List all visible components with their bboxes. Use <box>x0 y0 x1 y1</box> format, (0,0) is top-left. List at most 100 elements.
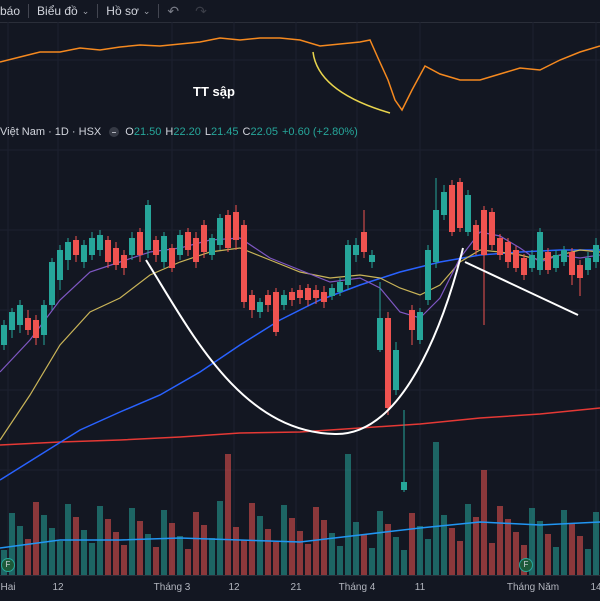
change-value: +0.60 (+2.80%) <box>282 126 358 138</box>
volume-bar <box>489 543 495 575</box>
time-axis-label: 11 <box>414 582 426 593</box>
volume-bar <box>233 527 239 575</box>
event-badge[interactable]: F <box>1 558 15 572</box>
candle-body <box>417 312 423 340</box>
volume-bar <box>321 520 327 575</box>
candle-body <box>577 265 583 278</box>
volume-bar <box>425 539 431 575</box>
volume-bar <box>473 517 479 575</box>
volume-bar <box>457 541 463 575</box>
volume-bar <box>265 529 271 575</box>
volume-bar <box>33 502 39 575</box>
time-axis[interactable]: Hai 12 Tháng 3 12 21 Tháng 4 11 Tháng Nă… <box>0 575 600 601</box>
volume-bar <box>185 549 191 575</box>
redo-icon[interactable]: ↷ <box>195 2 207 19</box>
ma-red <box>0 407 600 446</box>
volume-bar <box>137 521 143 575</box>
candle-body <box>209 238 215 255</box>
candle-body <box>489 212 495 245</box>
chart-menu-button[interactable]: Biểu đồ ⌄ <box>29 0 97 22</box>
candle-body <box>329 288 335 296</box>
profile-menu-button[interactable]: Hồ sơ ⌄ <box>98 0 158 22</box>
volume-bar <box>273 542 279 575</box>
toolbar-divider <box>158 4 160 18</box>
collapse-legend-icon[interactable] <box>109 127 120 137</box>
time-axis-label: Tháng Năm <box>506 582 560 593</box>
volume-bar <box>9 513 15 575</box>
volume-bar <box>73 517 79 575</box>
volume-bar <box>297 531 303 575</box>
volume-bar <box>25 539 31 575</box>
symbol-label[interactable]: Việt Nam · 1D · HSX <box>0 126 102 138</box>
moving-averages <box>0 231 600 481</box>
undo-icon[interactable]: ↶ <box>167 2 180 19</box>
oscillator-pane <box>0 37 600 114</box>
toolbar-item-bao[interactable]: báo <box>0 0 28 22</box>
candle-body <box>249 295 255 310</box>
candle-body <box>145 205 151 250</box>
volume-bar <box>497 506 503 575</box>
candle-body <box>97 235 103 250</box>
ma-blue <box>0 249 600 481</box>
volume-bar <box>569 523 575 575</box>
candle-body <box>257 302 263 312</box>
volume-bar <box>177 536 183 575</box>
volume-bar <box>417 526 423 575</box>
volume-bar <box>545 534 551 575</box>
oscillator-drawing <box>312 51 391 114</box>
volume-bar <box>193 512 199 575</box>
candle-body <box>273 292 279 332</box>
volume-bar <box>441 515 447 575</box>
candle-body <box>81 245 87 262</box>
time-axis-label: 12 <box>228 582 240 593</box>
ma-purple <box>0 231 600 373</box>
event-badge[interactable]: F <box>519 558 533 572</box>
volume-bar <box>553 547 559 575</box>
candle-body <box>9 312 15 330</box>
volume-bar <box>57 541 63 575</box>
candle-body <box>25 318 31 330</box>
oscillator-line <box>0 37 600 112</box>
candle-body <box>17 305 23 325</box>
volume-bar <box>593 512 599 575</box>
close-label: C <box>242 126 251 138</box>
candle-body <box>441 192 447 215</box>
volume-bar <box>369 548 375 575</box>
volume-bar <box>113 532 119 575</box>
candle-body <box>169 248 175 268</box>
trend-line-drawing <box>464 261 579 316</box>
time-axis-label: 14 <box>590 582 600 593</box>
volume-bar <box>49 528 55 575</box>
volume-bar <box>377 511 383 575</box>
toolbar-divider <box>28 4 30 18</box>
volume-bar <box>161 510 167 575</box>
toolbar-divider <box>97 4 99 18</box>
candle-body <box>369 255 375 262</box>
volume-bar <box>385 524 391 575</box>
volume-bar <box>585 549 591 575</box>
toolbar-item-bao-label: báo <box>0 4 21 18</box>
high-value: 22.20 <box>173 126 201 138</box>
candle-body <box>137 232 143 255</box>
volume-bar <box>393 537 399 575</box>
candle-body <box>73 240 79 255</box>
candle-body <box>393 350 399 390</box>
time-axis-label: Tháng 3 <box>153 582 191 593</box>
candle-body <box>537 232 543 270</box>
candle-body <box>185 232 191 250</box>
volume-bar <box>449 528 455 575</box>
high-label: H <box>165 126 174 138</box>
volume-bar <box>105 519 111 575</box>
candle-body <box>57 250 63 280</box>
candle-body <box>265 295 271 305</box>
candle-body <box>401 482 407 490</box>
chart-legend: Việt Nam · 1D · HSX O 21.50 H 22.20 L 21.45… <box>0 124 358 140</box>
candle-body <box>313 290 319 298</box>
candle-body <box>553 255 559 268</box>
volume-bar <box>465 504 471 575</box>
volume-bar <box>217 501 223 575</box>
candle-body <box>281 295 287 305</box>
candle-body <box>497 238 503 255</box>
candle-body <box>217 218 223 245</box>
